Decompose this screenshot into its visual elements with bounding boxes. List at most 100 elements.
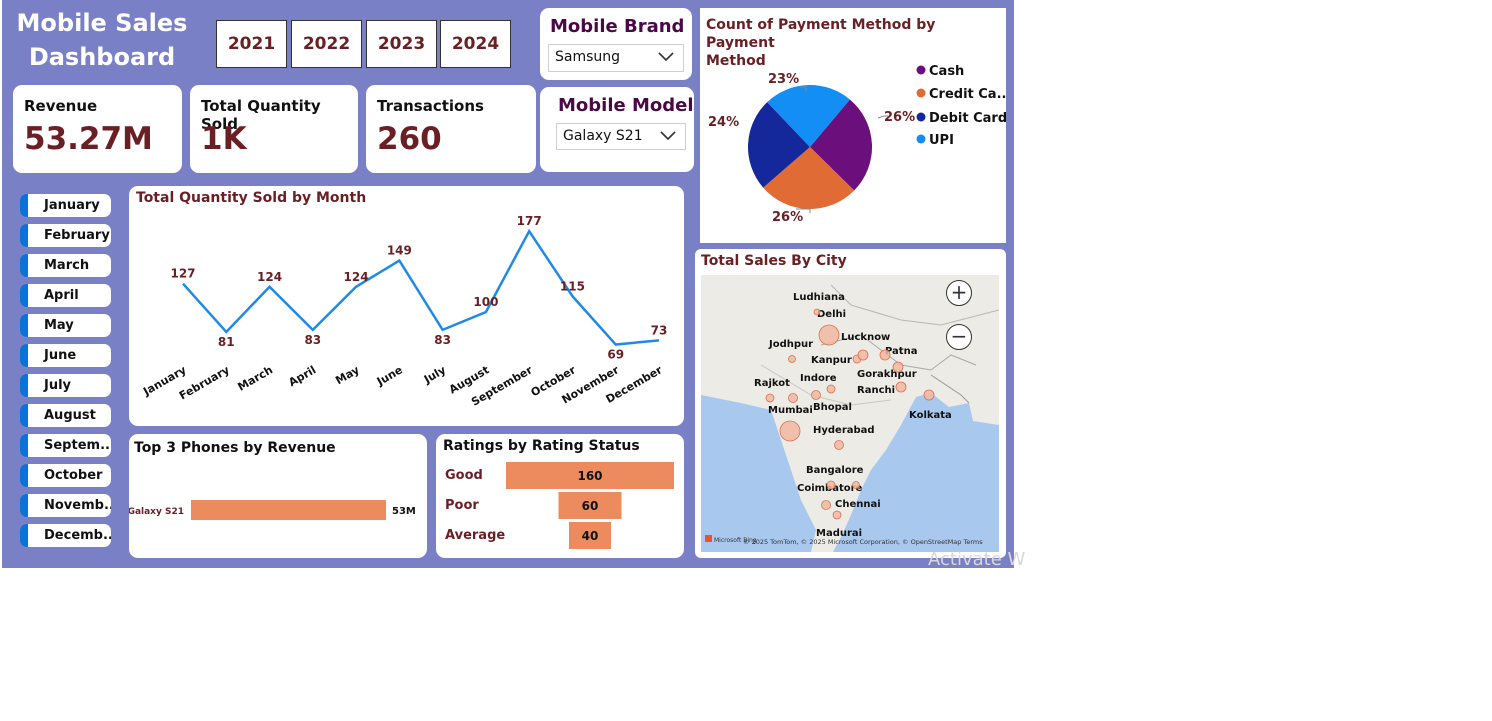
legend-upi: UPI [929, 133, 954, 148]
dashboard-title: Mobile Sales Dashboard [16, 9, 188, 71]
revenue-value: 53.27M [24, 121, 153, 157]
city-label: Bangalore [806, 465, 864, 476]
city-bubble[interactable] [923, 389, 935, 401]
year-2022-button[interactable]: 2022 [291, 20, 362, 68]
city-label: Indore [800, 373, 837, 384]
city-bubble[interactable] [895, 381, 907, 393]
city-label: Kolkata [909, 410, 952, 421]
city-bubble[interactable] [879, 349, 891, 361]
payment-pie-card: Count of Payment Method by Payment Metho… [700, 8, 1006, 243]
quantity-line-chart: 1278112483124149831001771156973JanuaryFe… [140, 214, 668, 409]
top-phones-chart: Galaxy S21 53M [129, 500, 416, 520]
x-tick-label: July [421, 363, 448, 386]
city-label: Mumbai [768, 405, 813, 416]
city-bubble[interactable] [821, 500, 831, 510]
dashboard-canvas: Mobile Sales Dashboard 2021 2022 2023 20… [2, 0, 1014, 568]
pie-title: Count of Payment Method by Payment Metho… [706, 17, 936, 69]
city-bubble[interactable] [788, 393, 798, 403]
model-slicer-title: Mobile Model [558, 95, 694, 116]
city-label: Rajkot [754, 378, 790, 389]
city-bubble[interactable] [765, 393, 775, 403]
rating-label: Good [445, 468, 483, 483]
data-label: 177 [517, 214, 542, 228]
city-label: Ranchi [857, 385, 895, 396]
month-june[interactable]: June [20, 344, 111, 367]
pie-slice-cash[interactable] [810, 99, 872, 191]
x-tick-label: March [236, 363, 276, 393]
month-february[interactable]: February [20, 224, 111, 247]
city-bubble[interactable] [788, 355, 796, 363]
city-map-card: Total Sales By City Ludhiana Delhi Luckn… [695, 249, 1006, 558]
map-bubbles: Ludhiana Delhi Lucknow Jodhpur Kanpur Pa… [705, 292, 983, 546]
transactions-card: Transactions 260 [366, 85, 536, 173]
year-2021-button[interactable]: 2021 [216, 20, 287, 68]
x-tick-label: May [333, 363, 361, 387]
rating-bar[interactable] [506, 462, 674, 489]
rating-bar[interactable] [569, 522, 611, 549]
city-bubble[interactable] [826, 384, 836, 394]
month-october[interactable]: October [20, 464, 111, 487]
data-label: 115 [560, 279, 585, 293]
brand-slicer: Mobile Brand Samsung [540, 8, 692, 80]
city-bubble[interactable] [818, 324, 840, 346]
phone-bar[interactable] [191, 500, 386, 520]
city-bubble[interactable] [892, 361, 904, 373]
brand-dropdown-value: Samsung [555, 49, 621, 65]
data-label: 124 [257, 270, 282, 284]
map-attribution: © 2025 TomTom, © 2025 Microsoft Corporat… [743, 538, 983, 546]
quantity-value: 1K [201, 121, 247, 157]
city-label: Bhopal [813, 402, 852, 413]
city-bubble[interactable] [852, 481, 860, 489]
legend-credit: Credit Ca... [929, 87, 1006, 102]
quantity-series-line [182, 228, 660, 346]
year-2023-button[interactable]: 2023 [366, 20, 437, 68]
city-label: Gorakhpur [857, 369, 917, 380]
month-november[interactable]: Novemb... [20, 494, 111, 517]
city-bubble[interactable] [779, 420, 801, 442]
model-dropdown[interactable]: Galaxy S21 [556, 123, 686, 150]
zoom-in-button[interactable]: + [946, 280, 972, 306]
pie-label-credit: 26% [772, 210, 803, 225]
city-map[interactable]: Ludhiana Delhi Lucknow Jodhpur Kanpur Pa… [701, 275, 999, 552]
pie-slice-credit-card[interactable] [763, 147, 855, 209]
city-bubble[interactable] [826, 480, 836, 490]
pie-label-upi: 23% [768, 72, 799, 87]
ratings-card: Ratings by Rating Status Good 160 Poor 60 Av… [436, 434, 684, 558]
month-may[interactable]: May [20, 314, 111, 337]
map-logo-text: Microsoft Bing [714, 537, 757, 544]
pie-slice-debit-card[interactable] [748, 102, 810, 188]
month-august[interactable]: August [20, 404, 111, 427]
city-bubble[interactable] [813, 308, 821, 316]
brand-dropdown[interactable]: Samsung [548, 44, 684, 72]
city-bubble[interactable] [834, 440, 844, 450]
x-tick-label: April [286, 363, 318, 389]
revenue-label: Revenue [24, 97, 98, 115]
map-title: Total Sales By City [701, 253, 847, 269]
india-map [701, 275, 999, 552]
month-july[interactable]: July [20, 374, 111, 397]
rating-bar[interactable] [558, 492, 622, 519]
city-bubble[interactable] [832, 510, 842, 520]
city-label: Ludhiana [793, 292, 845, 303]
line-chart-title: Total Quantity Sold by Month [136, 190, 367, 206]
city-bubble[interactable] [811, 390, 821, 400]
month-september[interactable]: Septem... [20, 434, 111, 457]
data-label: 81 [218, 335, 235, 349]
pie-slice-upi[interactable] [767, 85, 850, 147]
rating-label: Average [445, 528, 505, 543]
legend-cash: Cash [929, 64, 964, 79]
month-april[interactable]: April [20, 284, 111, 307]
city-label: Lucknow [841, 332, 890, 343]
pie-label-debit: 24% [708, 115, 739, 130]
month-december[interactable]: Decemb... [20, 524, 111, 547]
data-label: 73 [651, 323, 668, 337]
month-march[interactable]: March [20, 254, 111, 277]
rating-value-label: 160 [577, 469, 602, 483]
zoom-out-button[interactable]: − [946, 324, 972, 350]
data-label: 83 [434, 333, 451, 347]
city-label: Hyderabad [813, 425, 875, 436]
rating-value-label: 40 [582, 529, 599, 543]
year-2024-button[interactable]: 2024 [440, 20, 511, 68]
month-january[interactable]: January [20, 194, 111, 217]
city-bubble[interactable] [857, 349, 869, 361]
